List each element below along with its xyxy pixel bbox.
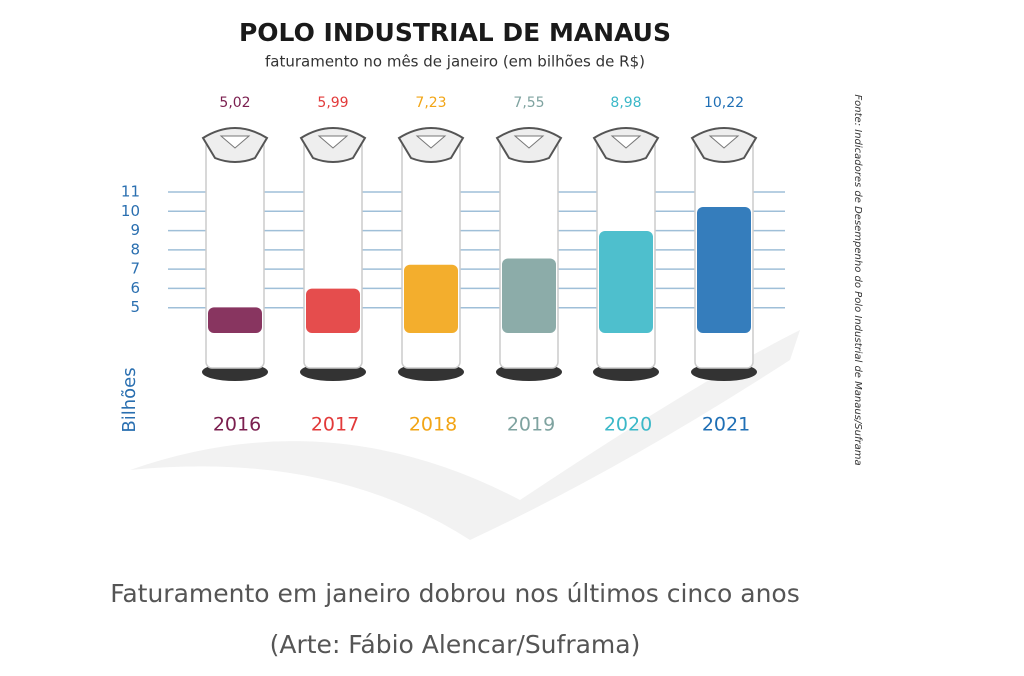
value-label: 8,98 (610, 95, 641, 111)
y-tick-label: 6 (130, 279, 140, 297)
y-tick-label: 5 (130, 298, 140, 316)
value-label: 5,02 (219, 95, 250, 111)
y-tick-label: 9 (130, 221, 140, 239)
x-tick-label: 2017 (311, 414, 359, 436)
tube (303, 139, 363, 369)
y-tick-label: 10 (121, 202, 140, 220)
bar (306, 288, 360, 333)
tube (401, 139, 461, 369)
value-label: 10,22 (704, 95, 744, 111)
y-tick-label: 8 (130, 240, 140, 258)
y-tick-label: 7 (130, 260, 140, 278)
value-label: 7,55 (513, 95, 544, 111)
y-tick-label: 11 (121, 183, 140, 201)
x-tick-label: 2016 (213, 414, 261, 436)
source: Fonte: Indicadores de Desempenho do Polo… (852, 94, 863, 465)
chart-title: POLO INDUSTRIAL DE MANAUS (239, 18, 671, 47)
background-shape (130, 330, 800, 540)
x-tick-label: 2018 (409, 414, 457, 436)
chart-subtitle: faturamento no mês de janeiro (em bilhõe… (265, 53, 645, 71)
value-label: 7,23 (415, 95, 446, 111)
tube-cap-inner (219, 135, 251, 149)
x-tick-label: 2021 (702, 414, 750, 436)
value-label: 5,99 (317, 95, 348, 111)
tube (499, 139, 559, 369)
tube-cap-inner (317, 135, 349, 149)
tube-cap-inner (513, 135, 545, 149)
bar (697, 207, 751, 333)
tube-cap-inner (708, 135, 740, 149)
bar (404, 264, 458, 333)
x-tick-label: 2020 (604, 414, 652, 436)
y-axis-label: Bilhões (119, 367, 140, 432)
caption: (Arte: Fábio Alencar/Suframa) (270, 630, 641, 659)
bar (502, 258, 556, 333)
tube-cap-inner (415, 135, 447, 149)
tube (205, 139, 265, 369)
bar (599, 230, 653, 333)
bars: 5,02 2016 5,99 2017 7,23 2018 7,55 2019 8,98 2020… (201, 95, 758, 436)
caption: Faturamento em janeiro dobrou nos último… (110, 579, 800, 608)
bar (208, 307, 262, 333)
x-tick-label: 2019 (507, 414, 555, 436)
tube-cap-inner (610, 135, 642, 149)
